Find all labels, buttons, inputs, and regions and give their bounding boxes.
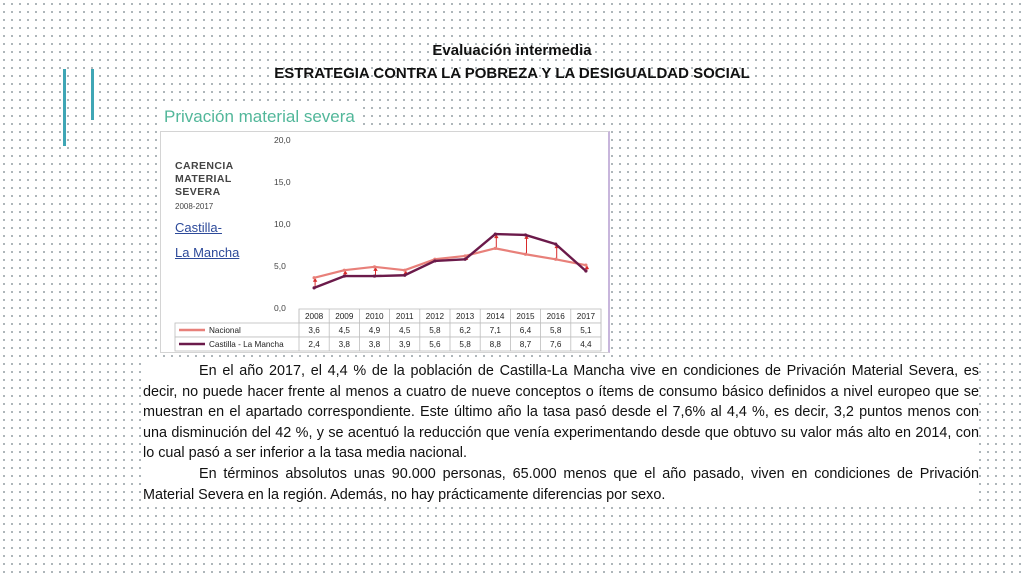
- section-title: Privación material severa: [162, 107, 357, 127]
- chart-card: CARENCIA MATERIAL SEVERA 2008-2017 Casti…: [160, 131, 610, 353]
- table-value: 5,8: [550, 326, 562, 335]
- gap-arrow-head: [312, 277, 318, 282]
- gap-arrow-head: [343, 270, 348, 275]
- y-tick-label: 0,0: [274, 303, 286, 313]
- series-2-point: [493, 232, 497, 236]
- table-year-label: 2015: [516, 312, 535, 321]
- series-1-point: [403, 268, 407, 272]
- chart-side-region-2: La Mancha: [175, 245, 240, 260]
- table-value: 3,6: [308, 326, 320, 335]
- series-2-point: [372, 274, 377, 278]
- series-2-point: [433, 259, 437, 263]
- y-tick-label: 15,0: [274, 177, 291, 187]
- y-tick-label: 20,0: [274, 135, 291, 145]
- series-2-point: [342, 274, 346, 278]
- table-value: 5,8: [429, 326, 441, 335]
- table-year-label: 2017: [577, 312, 596, 321]
- legend-label-2: Castilla - La Mancha: [209, 340, 284, 349]
- table-value: 8,8: [490, 340, 502, 349]
- header-title: ESTRATEGIA CONTRA LA POBREZA Y LA DESIGU…: [274, 65, 750, 82]
- series-line-1: [313, 247, 587, 279]
- table-year-label: 2013: [456, 312, 475, 321]
- table-value: 4,5: [339, 326, 351, 335]
- table-value: 3,8: [369, 340, 381, 349]
- table-value: 6,4: [520, 326, 532, 335]
- series-1-point: [523, 252, 528, 256]
- y-tick-label: 10,0: [274, 219, 291, 229]
- series-1-point: [584, 263, 588, 267]
- series-2-point: [312, 286, 316, 290]
- table-value: 3,8: [339, 340, 351, 349]
- table-year-label: 2016: [547, 312, 566, 321]
- accent-bar-left: [63, 69, 66, 146]
- chart-side-region-1: Castilla-: [175, 220, 222, 235]
- series-2-point: [463, 257, 467, 261]
- gap-arrow-head: [494, 234, 499, 239]
- series-2-point: [584, 269, 588, 273]
- chart-side-title-3: SEVERA: [175, 186, 221, 198]
- gap-arrow-head: [524, 234, 529, 239]
- accent-bar-right: [91, 69, 94, 120]
- chart-side-title-2: MATERIAL: [175, 173, 232, 185]
- body-paragraph-1: En el año 2017, el 4,4 % de la población…: [143, 363, 979, 462]
- series-1-point: [463, 254, 467, 258]
- table-value: 4,5: [399, 326, 411, 335]
- table-year-label: 2011: [396, 312, 414, 321]
- series-2-point: [523, 233, 528, 237]
- table-value: 5,1: [580, 326, 592, 335]
- series-1-point: [493, 246, 497, 250]
- line-chart: 0,0 5,0 10,0 15,0 20,0 2008 2009 2010 2011 2012 20…: [174, 135, 602, 352]
- legend-label-1: Nacional: [209, 326, 241, 335]
- series-line-2: [313, 232, 587, 289]
- table-value: 4,4: [580, 340, 592, 349]
- table-value: 7,1: [490, 326, 502, 335]
- table-value: 6,2: [459, 326, 471, 335]
- chart-side-title-1: CARENCIA: [175, 160, 234, 172]
- table-value: 8,7: [520, 340, 532, 349]
- series-1-point: [342, 268, 346, 272]
- table-year-label: 2008: [305, 312, 324, 321]
- table-year-label: 2010: [365, 312, 384, 321]
- y-tick-label: 5,0: [274, 261, 286, 271]
- table-value: 5,6: [429, 340, 441, 349]
- table-year-label: 2014: [486, 312, 505, 321]
- table-value: 7,6: [550, 340, 562, 349]
- table-value: 3,9: [399, 340, 411, 349]
- series-1-point: [312, 276, 316, 280]
- gap-arrow-head: [373, 266, 378, 271]
- table-year-label: 2012: [426, 312, 445, 321]
- table-value: 5,8: [459, 340, 471, 349]
- table-value: 4,9: [369, 326, 381, 335]
- table-year-label: 2009: [335, 312, 354, 321]
- series-1-point: [554, 257, 558, 261]
- header-subtitle: Evaluación intermedia: [432, 42, 592, 59]
- series-2-point: [403, 273, 407, 277]
- gap-arrow-head: [584, 265, 590, 270]
- series-2-point: [554, 242, 558, 246]
- series-1-point: [372, 265, 377, 269]
- body-text: En el año 2017, el 4,4 % de la población…: [143, 361, 979, 506]
- chart-side-years: 2008-2017: [175, 202, 214, 211]
- body-paragraph-2: En términos absolutos unas 90.000 person…: [143, 465, 979, 503]
- table-value: 2,4: [308, 340, 320, 349]
- chart-side-label: CARENCIA MATERIAL SEVERA 2008-2017 Casti…: [175, 160, 275, 261]
